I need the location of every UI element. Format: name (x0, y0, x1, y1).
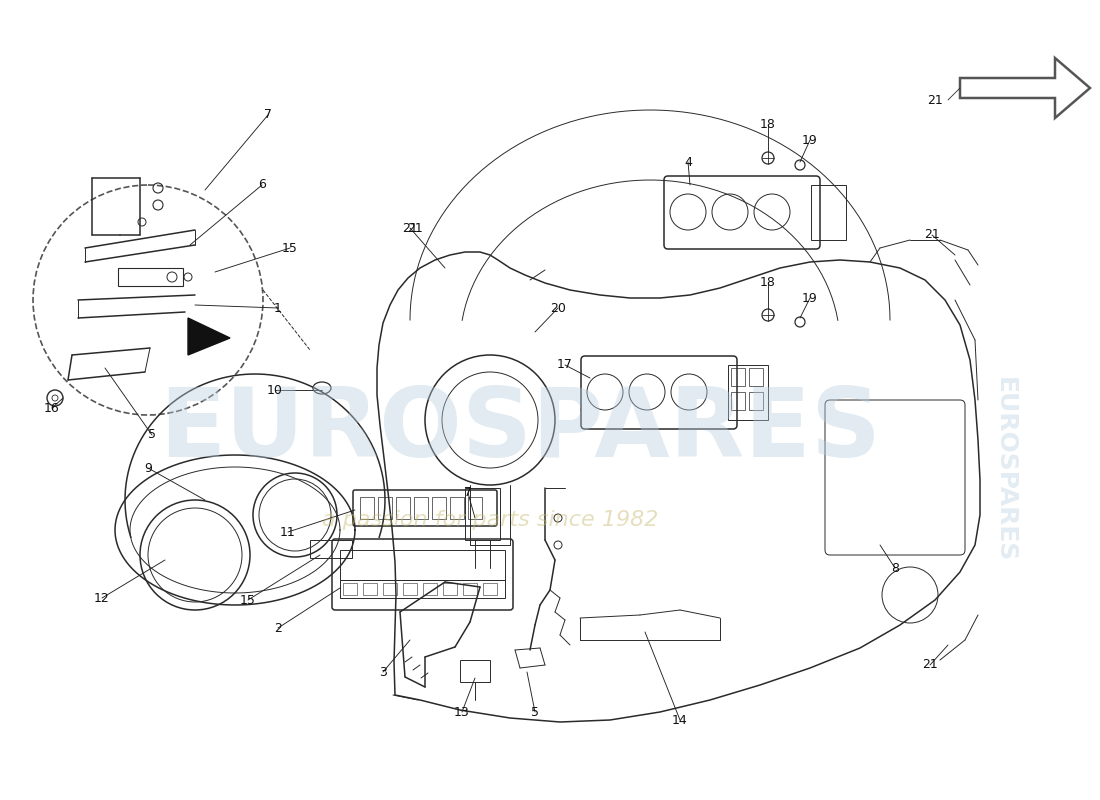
Bar (396, 497, 410, 519)
Bar (432, 497, 446, 519)
Text: 9: 9 (144, 462, 152, 474)
Text: 14: 14 (672, 714, 688, 726)
Polygon shape (188, 318, 230, 355)
Bar (340, 550, 505, 580)
Text: 6: 6 (258, 178, 266, 191)
Text: 2: 2 (274, 622, 282, 634)
Bar (732, 368, 745, 386)
Text: 5: 5 (531, 706, 539, 718)
Bar (732, 392, 745, 410)
Text: 17: 17 (557, 358, 573, 371)
Text: 21: 21 (403, 222, 418, 234)
Bar (450, 497, 464, 519)
Text: 18: 18 (760, 275, 775, 289)
Text: 11: 11 (280, 526, 296, 538)
Text: 20: 20 (550, 302, 565, 314)
Bar (465, 488, 501, 540)
Text: 21: 21 (927, 94, 943, 106)
Text: 18: 18 (760, 118, 775, 131)
Bar (728, 365, 768, 420)
Text: 21: 21 (922, 658, 938, 671)
Text: 15: 15 (240, 594, 256, 606)
Text: 16: 16 (44, 402, 59, 414)
Bar (340, 580, 505, 598)
Bar (378, 497, 392, 519)
Bar (383, 583, 397, 595)
Bar (414, 497, 428, 519)
Text: 19: 19 (802, 291, 818, 305)
Bar (363, 583, 377, 595)
Bar (310, 540, 352, 558)
Text: 12: 12 (95, 591, 110, 605)
Text: 3: 3 (379, 666, 387, 678)
Text: 10: 10 (267, 383, 283, 397)
Text: 19: 19 (802, 134, 818, 146)
Text: 4: 4 (684, 155, 692, 169)
Bar (403, 583, 417, 595)
Text: 1: 1 (274, 302, 282, 314)
Bar (468, 497, 482, 519)
Text: 21: 21 (924, 229, 939, 242)
Text: EUROSPARES: EUROSPARES (160, 383, 881, 477)
Bar (443, 583, 456, 595)
Bar (460, 660, 490, 682)
Bar (118, 268, 183, 286)
Text: EUROSPARES: EUROSPARES (993, 378, 1018, 562)
Bar (343, 583, 358, 595)
Bar (360, 497, 374, 519)
Bar (811, 185, 846, 240)
Text: 13: 13 (454, 706, 470, 718)
Bar (463, 583, 477, 595)
Text: 7: 7 (264, 109, 272, 122)
Bar (483, 583, 497, 595)
Text: 5: 5 (148, 429, 156, 442)
Bar (749, 392, 763, 410)
Text: a passion for parts since 1982: a passion for parts since 1982 (322, 510, 658, 530)
Text: 21: 21 (407, 222, 422, 234)
Bar (749, 368, 763, 386)
Text: 15: 15 (282, 242, 298, 254)
Text: 8: 8 (891, 562, 899, 574)
Bar (424, 583, 437, 595)
Text: 7: 7 (464, 486, 472, 499)
